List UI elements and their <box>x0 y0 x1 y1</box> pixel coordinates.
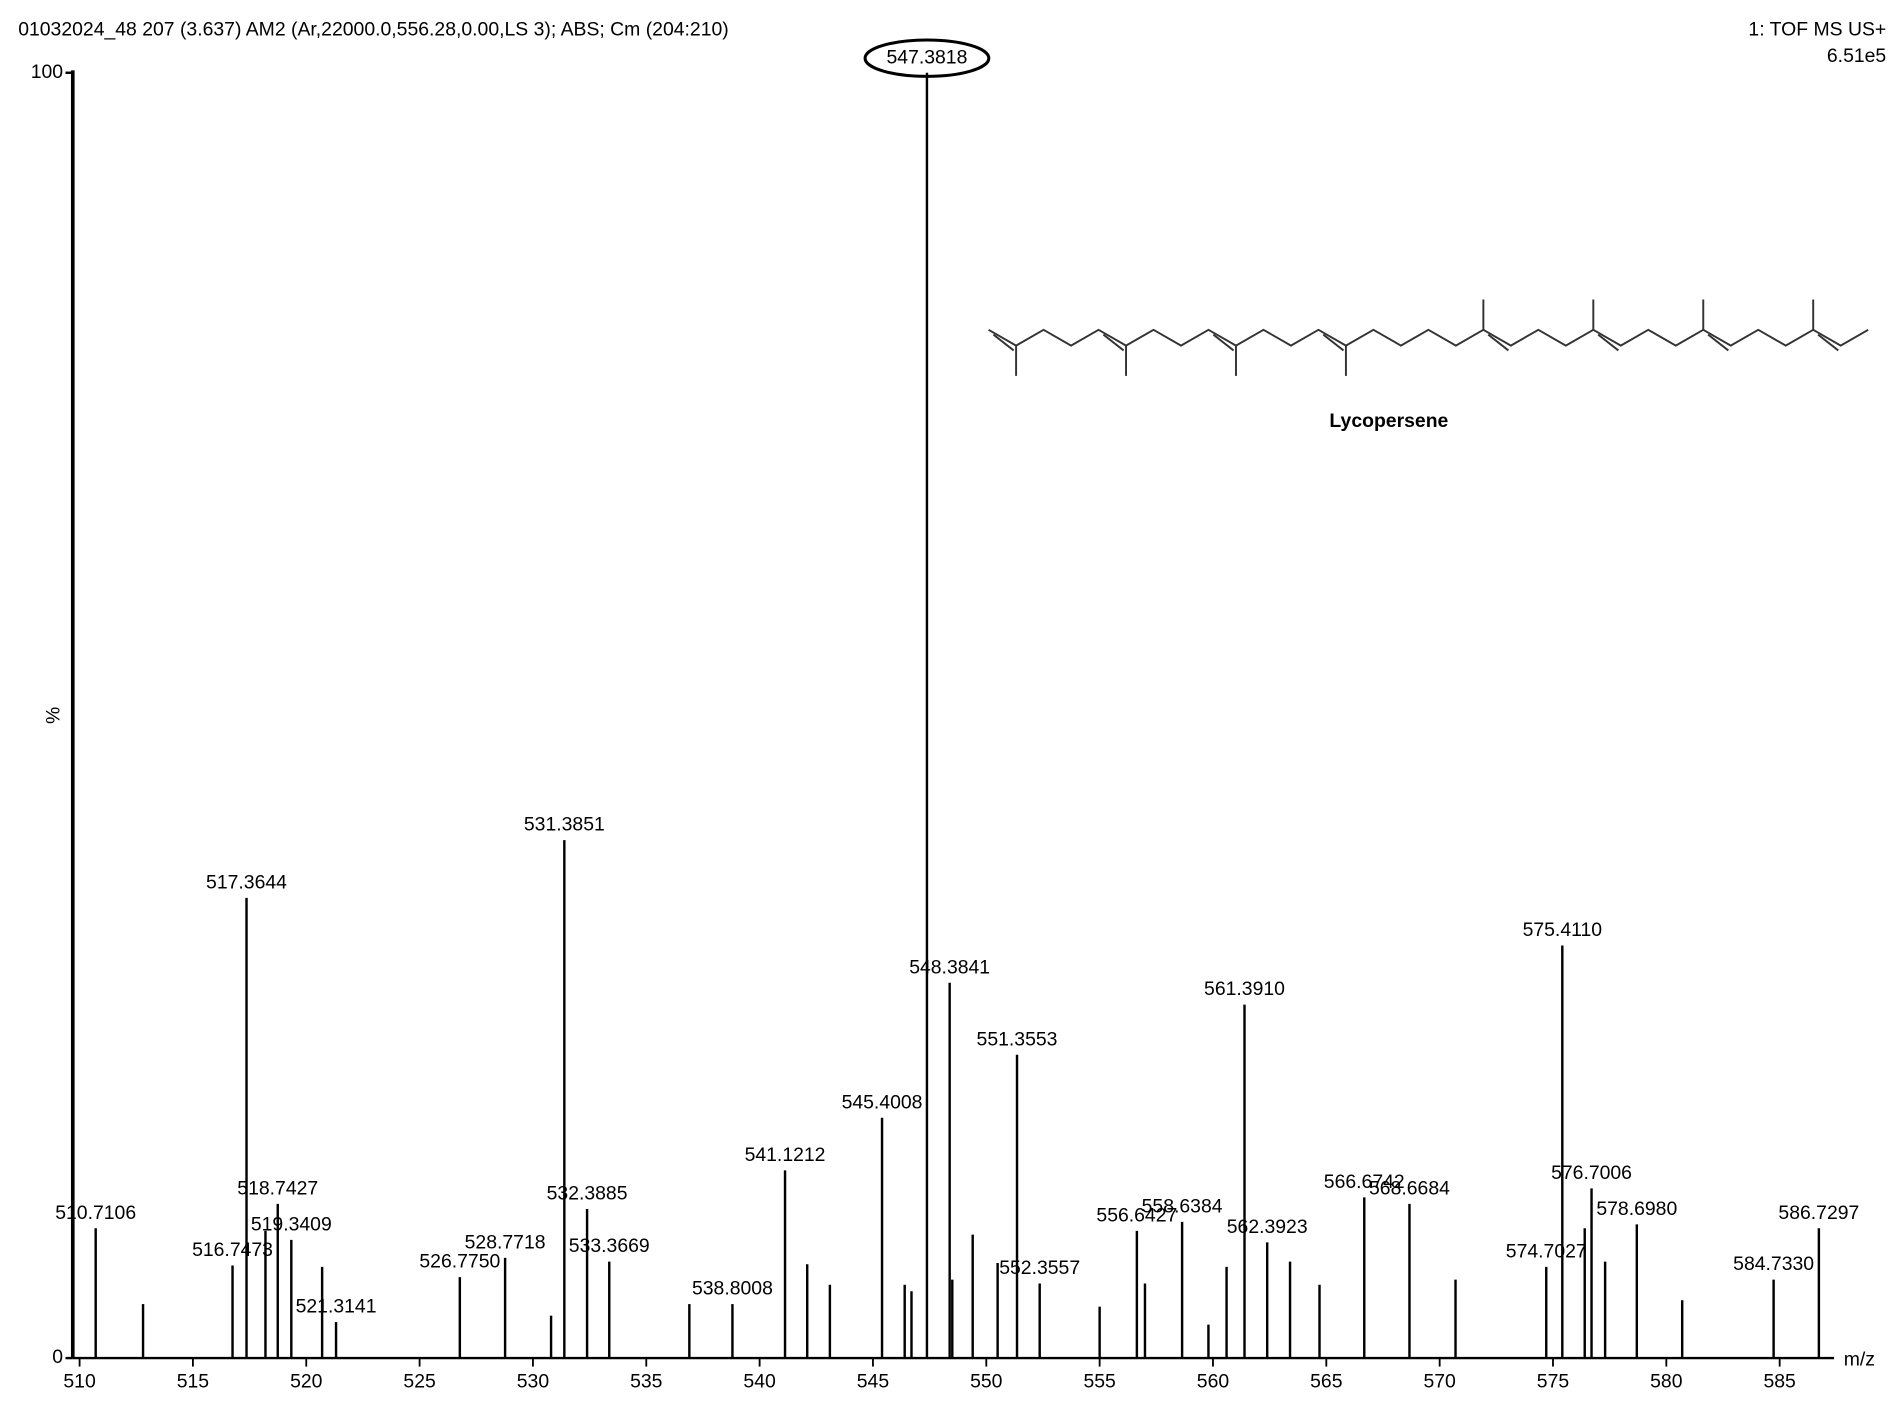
peak-label: 551.3553 <box>977 1028 1058 1050</box>
x-tick-label: 535 <box>630 1370 662 1392</box>
peak-label: 532.3885 <box>547 1183 628 1205</box>
x-tick-label: 565 <box>1310 1370 1342 1392</box>
peak-label: 558.6384 <box>1142 1195 1223 1217</box>
x-tick-label: 570 <box>1423 1370 1456 1392</box>
peak-label: 521.3141 <box>296 1296 377 1318</box>
peak-label: 541.1212 <box>745 1144 826 1166</box>
peak-label: 578.6980 <box>1596 1198 1677 1220</box>
x-tick-label: 560 <box>1197 1370 1230 1392</box>
structure-name: Lycopersene <box>1329 410 1448 432</box>
peak-label: 556.6427 <box>1096 1204 1177 1226</box>
instrument: 1: TOF MS US+ <box>1748 18 1886 40</box>
peak-label: 584.7330 <box>1733 1253 1814 1275</box>
y-tick-label: 100 <box>31 61 64 83</box>
peak-label: 574.7027 <box>1506 1240 1587 1262</box>
peak-label: 562.3923 <box>1227 1216 1308 1238</box>
x-tick-label: 515 <box>177 1370 209 1392</box>
peak-label: 547.3818 <box>886 46 967 68</box>
peak-label: 576.7006 <box>1551 1162 1632 1184</box>
x-tick-label: 550 <box>970 1370 1003 1392</box>
peak-label: 517.3644 <box>206 872 287 894</box>
peak-label: 516.7473 <box>192 1239 273 1261</box>
peak-label: 548.3841 <box>909 956 990 978</box>
peak-label: 526.7750 <box>419 1251 500 1273</box>
peak-label: 531.3851 <box>524 814 605 836</box>
x-tick-label: 540 <box>743 1370 776 1392</box>
peak-label: 575.4110 <box>1523 919 1603 941</box>
highlight-ellipse <box>863 38 991 78</box>
peak-label: 538.8008 <box>692 1278 773 1300</box>
chart-title: 01032024_48 207 (3.637) AM2 (Ar,22000.0,… <box>18 18 729 40</box>
peak-label: 568.6684 <box>1369 1177 1450 1199</box>
double-bond <box>1817 333 1839 352</box>
x-tick-label: 530 <box>517 1370 550 1392</box>
y-tick-label: 0 <box>52 1346 63 1368</box>
x-tick-label: 545 <box>857 1370 889 1392</box>
peak-label: 518.7427 <box>237 1177 318 1199</box>
peak-label: 519.3409 <box>251 1213 332 1235</box>
bond-chain <box>988 328 1869 347</box>
x-tick-label: 555 <box>1083 1370 1115 1392</box>
double-bond <box>1102 333 1125 352</box>
double-bond <box>1597 333 1619 352</box>
x-tick-label: 510 <box>63 1370 96 1392</box>
peak-label: 586.7297 <box>1778 1202 1859 1224</box>
structure <box>988 299 1869 376</box>
x-axis-label: m/z <box>1844 1349 1875 1371</box>
double-bond <box>1322 333 1345 352</box>
double-bond <box>992 333 1015 352</box>
double-bond <box>1707 333 1729 352</box>
peak-label: 545.4008 <box>842 1091 923 1113</box>
x-tick-label: 575 <box>1537 1370 1569 1392</box>
peak-label: 566.6742 <box>1324 1171 1405 1193</box>
x-tick-label: 585 <box>1763 1370 1795 1392</box>
double-bond <box>1212 333 1235 352</box>
peak-label: 561.3910 <box>1204 978 1285 1000</box>
x-tick-label: 520 <box>290 1370 323 1392</box>
peak-label: 528.7718 <box>465 1231 546 1253</box>
x-tick-label: 525 <box>403 1370 435 1392</box>
x-tick-label: 580 <box>1650 1370 1683 1392</box>
peak-label: 552.3557 <box>999 1257 1080 1279</box>
peak-label: 510.7106 <box>55 1202 136 1224</box>
max-intensity: 6.51e5 <box>1827 45 1886 67</box>
double-bond <box>1487 333 1510 352</box>
peak-label: 533.3669 <box>569 1235 650 1257</box>
y-axis-label: % <box>43 707 65 724</box>
